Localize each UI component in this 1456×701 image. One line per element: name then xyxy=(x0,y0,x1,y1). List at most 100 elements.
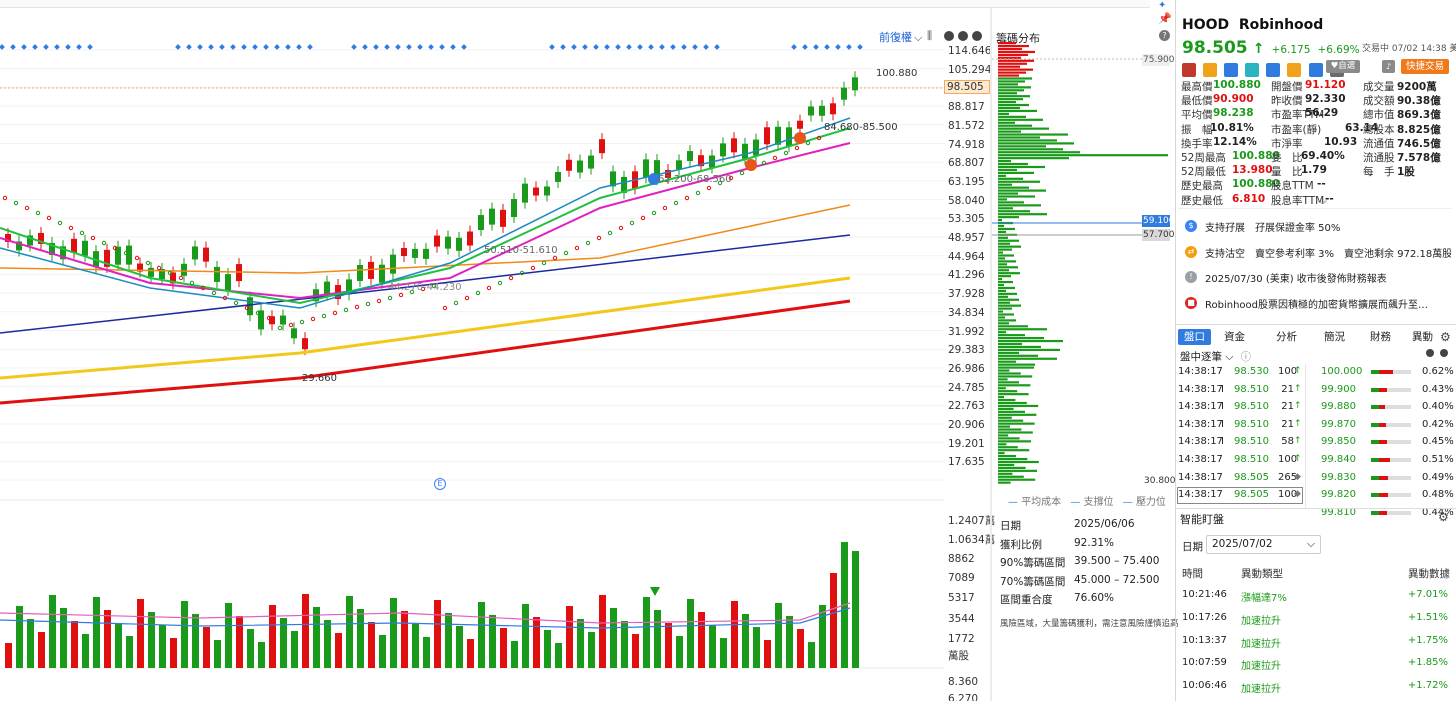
help-icon[interactable]: ? xyxy=(1159,30,1170,41)
tab-5[interactable]: 異動 xyxy=(1412,331,1433,343)
volume-bar xyxy=(71,621,78,668)
sar-dot xyxy=(233,300,239,306)
tab-4[interactable]: 財務 xyxy=(1370,331,1391,343)
distribution-bar xyxy=(998,463,1015,467)
candle-body xyxy=(654,160,660,180)
signal-diamond xyxy=(384,44,390,50)
adjust-mode-dropdown[interactable]: 前復權 ⌵ xyxy=(879,29,922,45)
signal-diamond xyxy=(285,44,291,50)
distribution-stat-label: 日期 xyxy=(1000,520,1021,532)
expand-icon[interactable]: ︾ xyxy=(1318,201,1328,211)
distribution-bar xyxy=(998,257,1005,260)
notice-item[interactable]: ⇄ 支持沽空 賣空參考利率 3% 賣空池剩余 972.18萬股 xyxy=(1181,244,1451,264)
level-price: 99.900 xyxy=(1321,383,1356,395)
distribution-stat-label: 90%籌碼區間 xyxy=(1000,557,1066,569)
quick-trade-button[interactable]: 快捷交易 xyxy=(1401,59,1449,74)
volume-axis-label: 1.2407萬 xyxy=(948,515,996,527)
level-bar-sell xyxy=(1371,458,1390,462)
distribution-bar xyxy=(998,354,1038,357)
signal-diamond xyxy=(373,44,379,50)
distribution-legend: — 平均成本 — 支撐位 — 壓力位 xyxy=(1008,497,1166,508)
distribution-bar xyxy=(998,298,1019,301)
distribution-bar xyxy=(998,381,1019,384)
watchlist-label: 自選 xyxy=(1338,61,1356,71)
distribution-bar xyxy=(998,319,1016,322)
volume-bar xyxy=(401,611,408,668)
quote-field-value: -- xyxy=(1317,178,1326,191)
last-price: 98.505 xyxy=(1182,38,1248,58)
smart-date-select[interactable]: 2025/07/02 ⌵ xyxy=(1206,535,1321,554)
smart-row-type: 漲幅達7% xyxy=(1241,593,1287,604)
sar-dot xyxy=(376,298,382,304)
minus-icon[interactable] xyxy=(1426,349,1434,357)
plus-icon[interactable] xyxy=(1440,349,1448,357)
watchlist-button[interactable]: ♥自選 xyxy=(1326,60,1360,73)
notice-item[interactable]: ■ Robinhood股票因積極的加密貨幣擴展而飆升至… xyxy=(1181,295,1451,315)
signal-diamond xyxy=(615,44,621,50)
candlestick-chart[interactable] xyxy=(0,8,990,701)
distribution-bar xyxy=(998,177,1023,180)
notice-item[interactable]: ! 2025/07/30 (美東) 收市後發佈財務報表 xyxy=(1181,269,1451,289)
level-pct: 0.40% xyxy=(1422,401,1454,413)
zoom-out-icon[interactable] xyxy=(944,31,954,41)
distribution-bar xyxy=(998,98,1023,101)
notice-item[interactable]: $ 支持孖展 孖展保證金率 50% xyxy=(1181,218,1451,238)
volume-bar xyxy=(731,601,738,668)
distribution-bar xyxy=(998,331,1006,334)
tab-2[interactable]: 分析 xyxy=(1276,331,1297,343)
distribution-bar xyxy=(998,366,1034,369)
distribution-bar xyxy=(998,210,1030,213)
macd-axis-label: 6.270 xyxy=(948,693,979,701)
options-icon xyxy=(1245,62,1260,77)
price-axis-label: 17.635 xyxy=(948,456,985,469)
distribution-bar xyxy=(998,139,1057,142)
smart-settings-gear-icon[interactable]: ⚙ xyxy=(1438,510,1449,524)
quote-field-value: 100.880 xyxy=(1213,79,1261,91)
tab-3[interactable]: 簡況 xyxy=(1324,331,1345,343)
candle-body xyxy=(137,263,143,272)
quote-field-label: 最低價 xyxy=(1181,95,1213,108)
candle-body xyxy=(203,247,209,262)
distribution-bar xyxy=(998,280,1013,284)
tick-direction-icon: ◆ xyxy=(1294,489,1301,500)
zoom-in-icon[interactable] xyxy=(958,31,968,41)
close-chart-icon[interactable] xyxy=(972,31,982,41)
distribution-bar xyxy=(998,440,1031,443)
sar-dot xyxy=(398,292,404,298)
candle-body xyxy=(324,281,330,295)
distribution-bar xyxy=(998,472,1013,475)
tab-0[interactable]: 盤口 xyxy=(1178,329,1211,345)
signal-diamond xyxy=(296,44,302,50)
level-pct: 0.44% xyxy=(1422,506,1454,518)
indicator-icon[interactable]: ⫼ xyxy=(927,29,933,42)
pin-icon[interactable]: 📌 xyxy=(1158,12,1172,25)
tick-mode-dropdown[interactable]: 盤中逐筆 ⌵ ⓘ xyxy=(1180,349,1251,364)
smart-col-type: 異動類型 xyxy=(1241,568,1283,580)
price-axis-label: 41.296 xyxy=(948,269,985,282)
tick-time: 14:38:17 xyxy=(1178,418,1223,430)
event-marker[interactable]: E xyxy=(434,478,446,490)
settings-gear-icon[interactable]: ⚙ xyxy=(1440,330,1451,344)
volume-bar xyxy=(368,622,375,668)
candle-body xyxy=(247,297,253,316)
bell-icon[interactable]: ♪ xyxy=(1382,60,1395,73)
tick-mark: I xyxy=(1221,383,1224,395)
distribution-bar xyxy=(998,130,1021,133)
candle-body xyxy=(720,143,726,157)
candle-body xyxy=(456,237,462,251)
candle-body xyxy=(588,155,594,169)
distribution-bar xyxy=(998,434,1009,437)
candle-body xyxy=(775,126,781,145)
tab-1[interactable]: 資金 xyxy=(1224,331,1245,343)
bookmark-icon[interactable]: ✦ xyxy=(1158,0,1167,11)
candle-body xyxy=(764,127,770,145)
quote-field-label: 每 手 xyxy=(1363,166,1395,179)
distribution-bottom-value: 30.800 xyxy=(1144,476,1176,486)
main-chart-area[interactable] xyxy=(0,8,990,701)
distribution-bar xyxy=(998,124,1032,127)
sar-dot xyxy=(68,225,74,231)
quote-field-label: 股息率TTM xyxy=(1271,194,1325,207)
distribution-stat-value: 92.31% xyxy=(1074,536,1115,549)
distribution-bar xyxy=(998,375,1033,378)
smart-row-time: 10:17:26 xyxy=(1182,611,1227,623)
